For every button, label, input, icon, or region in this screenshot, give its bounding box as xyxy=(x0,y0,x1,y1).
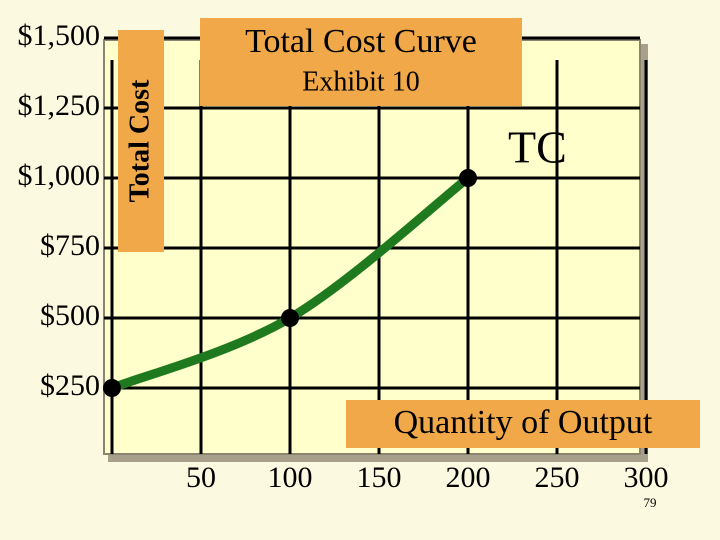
y-tick-label: $1,000 xyxy=(18,159,101,192)
point xyxy=(281,309,299,327)
y-label-box xyxy=(118,30,164,252)
chart-title: Total Cost Curve xyxy=(245,23,477,60)
x-tick-label: 200 xyxy=(446,461,491,494)
x-tick-label: 250 xyxy=(535,461,580,494)
x-tick-label: 150 xyxy=(357,461,402,494)
x-tick-label: 50 xyxy=(186,461,216,494)
title-box xyxy=(200,18,522,106)
x-tick-label: 300 xyxy=(624,461,669,494)
point xyxy=(459,169,477,187)
y-tick-label: $1,500 xyxy=(18,19,101,52)
x-axis-label: Quantity of Output xyxy=(394,404,653,441)
slide-number: 79 xyxy=(644,495,657,510)
y-tick-label: $1,250 xyxy=(18,89,101,122)
y-axis-label: Total Cost xyxy=(124,79,155,202)
y-tick-label: $750 xyxy=(40,229,100,262)
marks: TC xyxy=(103,122,567,397)
y-tick-label: $500 xyxy=(40,299,100,332)
x-tick-label: 100 xyxy=(268,461,313,494)
grid: $250 $500 $750 $1,000 $1,250 $1,500 50 100 150 20… xyxy=(18,19,669,494)
series-label: TC xyxy=(508,122,567,173)
chart-subtitle: Exhibit 10 xyxy=(302,66,419,97)
y-tick-label: $250 xyxy=(40,369,100,402)
point xyxy=(103,379,121,397)
x-label-box xyxy=(346,400,700,448)
